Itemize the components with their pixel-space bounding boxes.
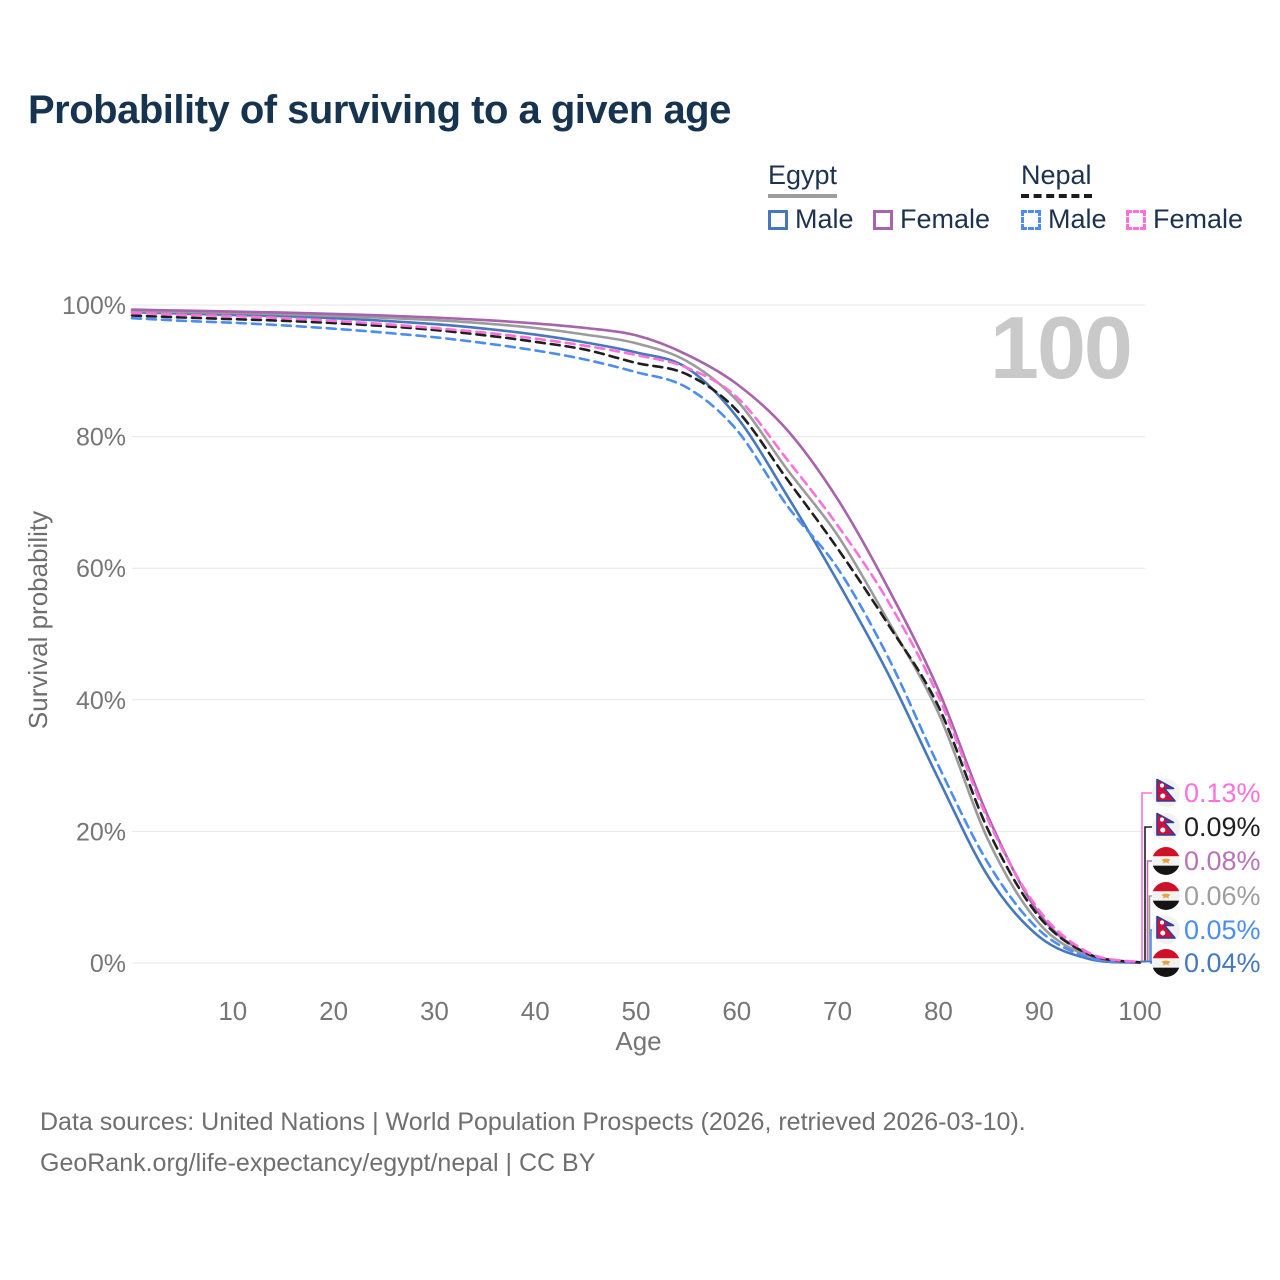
y-tick-label-100: 100% [62,292,126,320]
x-tick-label-70: 70 [823,996,852,1026]
end-value-label-2: 0.08% [1184,846,1261,876]
page-title: Probability of surviving to a given age [28,88,731,132]
legend-item-egypt-female[interactable]: Female [873,204,990,235]
nepal-flag-moon [1159,783,1165,788]
egypt-flag-band [1152,847,1180,857]
end-value-label-0: 0.13% [1184,778,1261,808]
egypt-flag-eagle [1161,960,1171,966]
series-line-egypt-both-sexes [130,309,1142,964]
egypt-flag-icon [1152,949,1180,977]
y-tick-label-60: 60% [76,555,126,583]
y-tick-label-20: 20% [76,818,126,846]
egypt-flag-icon [1152,882,1180,910]
x-tick-label-50: 50 [622,996,651,1026]
series-line-nepal-male [130,316,1142,964]
legend-label: Male [795,204,854,234]
nepal-flag-moon [1159,920,1165,925]
legend-swatch-egypt-male [768,209,788,230]
legend-item-egypt-male[interactable]: Male [768,204,854,235]
series-line-egypt-male [130,310,1142,964]
series-line-egypt-female [130,308,1142,964]
nepal-flag-sun [1160,930,1166,936]
egypt-flag-band [1152,967,1180,977]
legend-group-egypt: Egypt [768,160,838,198]
legend-label: Female [900,204,991,234]
legend-swatch-nepal-female [1126,209,1146,230]
x-tick-label-20: 20 [319,996,348,1026]
end-value-label-5: 0.04% [1184,948,1261,978]
egypt-flag-band [1152,900,1180,910]
legend-item-nepal-female[interactable]: Female [1126,204,1243,235]
egypt-flag-band [1152,882,1180,892]
nepal-flag-sun [1160,827,1166,833]
nepal-flag-moon [1159,817,1165,822]
egypt-flag-band [1152,949,1180,959]
x-tick-label-30: 30 [420,996,449,1026]
legend-group-nepal: Nepal [1021,160,1092,198]
nepal-flag-sun [1160,793,1166,799]
end-label-connector-5 [1140,960,1152,964]
age-readout: 100 [990,298,1133,397]
data-sources-line: Data sources: United Nations | World Pop… [40,1108,1026,1136]
legend-label: Female [1153,204,1244,234]
legend-swatch-egypt-female [873,209,893,230]
x-tick-label-90: 90 [1025,996,1054,1026]
legend-swatch-nepal-male [1021,209,1041,230]
egypt-flag-eagle [1161,858,1171,864]
end-value-label-1: 0.09% [1184,812,1261,842]
y-tick-label-40: 40% [76,687,126,715]
x-axis-title: Age [615,1026,661,1056]
footer-note: Data sources: United Nations | World Pop… [40,1102,1026,1184]
legend-label: Male [1048,204,1107,234]
x-tick-label-100: 100 [1118,996,1161,1026]
egypt-flag-band [1152,865,1180,875]
x-tick-label-80: 80 [924,996,953,1026]
y-axis-title: Survival probability [23,511,53,729]
egypt-flag-icon [1152,847,1180,875]
series-line-nepal-both-sexes [130,314,1142,964]
x-tick-label-40: 40 [521,996,550,1026]
legend-item-nepal-male[interactable]: Male [1021,204,1107,235]
egypt-flag-eagle [1161,893,1171,899]
end-value-label-3: 0.06% [1184,881,1261,911]
x-tick-label-10: 10 [218,996,247,1026]
source-url-line: GeoRank.org/life-expectancy/egypt/nepal … [40,1149,596,1177]
end-value-label-4: 0.05% [1184,915,1261,945]
x-tick-label-60: 60 [722,996,751,1026]
series-line-nepal-female [130,311,1142,964]
y-tick-label-0: 0% [90,950,126,978]
y-tick-label-80: 80% [76,424,126,452]
